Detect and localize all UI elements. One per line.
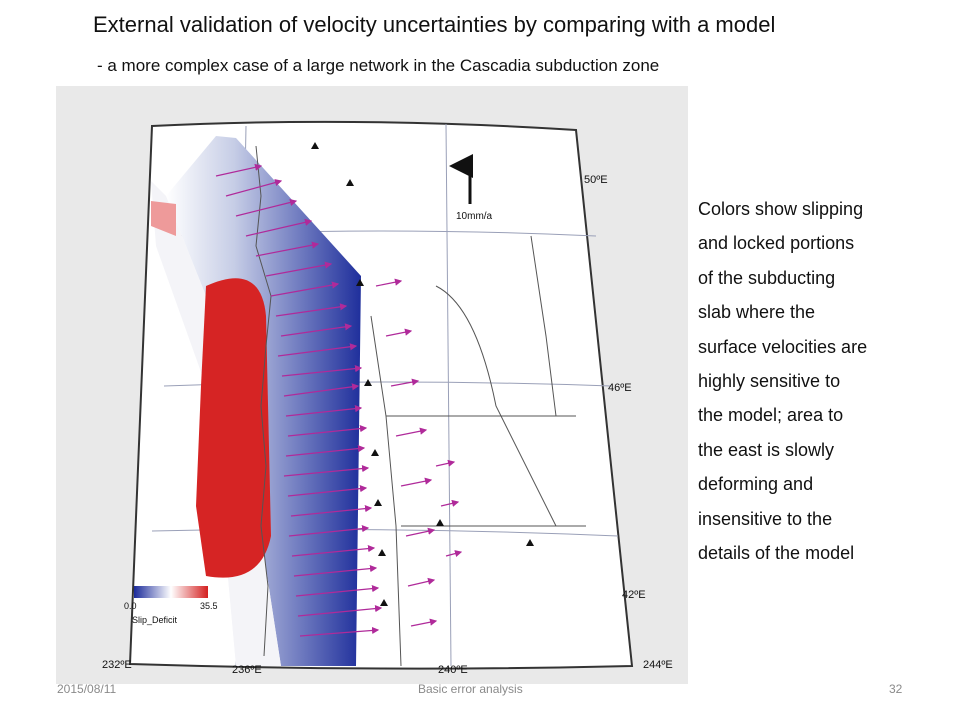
lat-label-42: 42ºE <box>622 589 646 601</box>
coastline <box>255 145 586 667</box>
lat-label-50: 50ºE <box>584 174 608 186</box>
footer-page-number: 32 <box>889 682 903 696</box>
caption-line: and locked portions <box>698 233 855 254</box>
caption-line: highly sensitive to <box>698 371 841 392</box>
scale-label: 10mm/a <box>456 211 493 222</box>
caption-line: of the subducting <box>698 267 836 288</box>
caption-line: surface velocities are <box>698 336 868 357</box>
footer-date: 2015/08/11 <box>57 682 117 696</box>
gps-velocity-arrows <box>215 163 463 637</box>
caption-line: slab where the <box>698 302 816 323</box>
caption-line: insensitive to the <box>698 508 833 529</box>
lon-label-232: 232ºE <box>102 659 132 671</box>
colorbar-max-label: 35.5 <box>200 601 218 611</box>
footer-title: Basic error analysis <box>418 682 523 696</box>
colorbar-title: Slip_Deficit <box>132 615 178 625</box>
caption-line: Colors show slipping <box>698 199 864 219</box>
caption-line: details of the model <box>698 543 855 564</box>
caption-line: the model; area to <box>698 405 844 426</box>
colorbar <box>134 586 208 598</box>
slide-subtitle: - a more complex case of a large network… <box>97 56 660 75</box>
map-svg: 10mm/a 50ºE 46ºE 42ºE 232ºE 236ºE 240ºE … <box>102 120 673 676</box>
slide-title: External validation of velocity uncertai… <box>93 12 776 37</box>
cascadia-map-figure: 10mm/a 50ºE 46ºE 42ºE 232ºE 236ºE 240ºE … <box>56 86 688 684</box>
caption-text: Colors show slipping and locked portions… <box>698 192 948 570</box>
colorbar-min-label: 0.0 <box>124 601 137 611</box>
caption-line: the east is slowly <box>698 439 835 460</box>
slipping-zone-north <box>151 201 176 236</box>
caption-line: deforming and <box>698 474 814 495</box>
lon-label-240: 240ºE <box>438 664 468 676</box>
lon-label-244: 244ºE <box>643 659 673 671</box>
lat-label-46: 46ºE <box>608 382 632 394</box>
volcano-markers <box>311 142 534 606</box>
lon-label-236: 236ºE <box>232 664 262 676</box>
slipping-zone <box>196 278 271 578</box>
